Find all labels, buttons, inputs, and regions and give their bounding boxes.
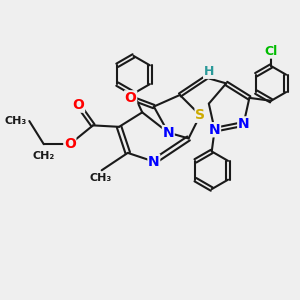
Text: CH₂: CH₂ xyxy=(33,151,55,160)
Text: H: H xyxy=(204,65,214,78)
Text: CH₃: CH₃ xyxy=(4,116,26,126)
Text: S: S xyxy=(195,108,205,122)
Text: N: N xyxy=(238,117,249,131)
Text: CH₃: CH₃ xyxy=(89,173,111,183)
Text: N: N xyxy=(163,126,174,140)
Text: N: N xyxy=(209,123,220,137)
Text: O: O xyxy=(73,98,85,112)
Text: O: O xyxy=(64,137,76,151)
Text: N: N xyxy=(148,154,160,169)
Text: Cl: Cl xyxy=(265,45,278,58)
Text: O: O xyxy=(125,91,136,105)
